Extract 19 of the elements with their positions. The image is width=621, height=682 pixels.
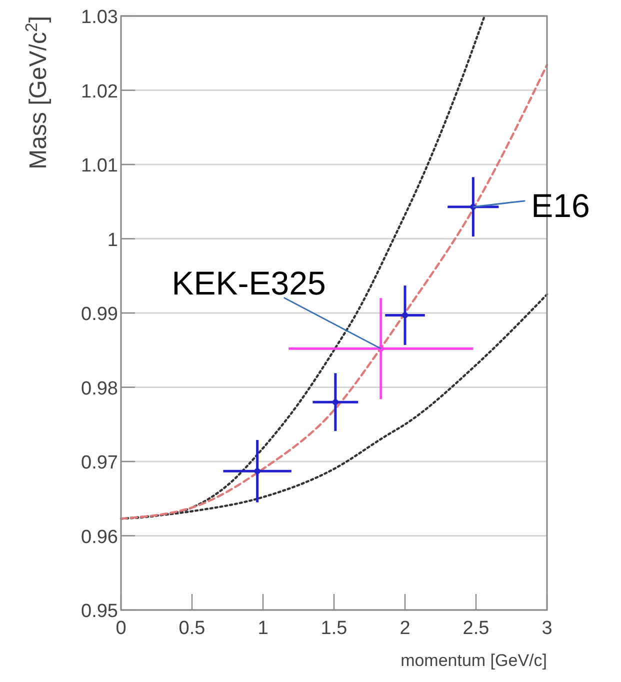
x-tick-label: 2.5 — [462, 618, 490, 639]
y-tick-label: 0.96 — [81, 526, 118, 548]
x-tick-label: 1 — [258, 618, 268, 639]
x-axis-title: momentum [GeV/c] — [400, 651, 547, 670]
y-tick-label: 1.03 — [81, 7, 118, 28]
y-tick-label: 0.95 — [81, 601, 118, 622]
x-tick-label: 0.5 — [178, 618, 206, 639]
y-tick-label: 1.02 — [81, 81, 118, 102]
annotation: E16 — [531, 186, 590, 224]
y-tick-label: 1 — [107, 230, 118, 251]
y-tick-label: 0.98 — [81, 378, 118, 400]
y-tick-label: 0.97 — [81, 452, 118, 474]
annotation: KEK-E325 — [172, 264, 326, 302]
y-tick-label: 0.99 — [81, 304, 118, 325]
x-tick-label: 2 — [400, 618, 410, 639]
x-tick-label: 1.5 — [320, 618, 348, 639]
y-tick-label: 1.01 — [81, 156, 118, 176]
x-tick-label: 0 — [116, 618, 126, 639]
x-tick-label: 3 — [542, 618, 552, 639]
